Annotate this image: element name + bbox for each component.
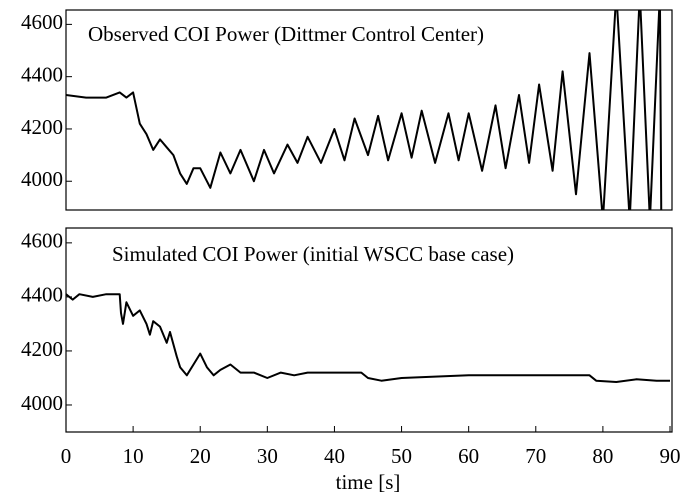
power-trace: [66, 10, 663, 210]
y-tick-label: 4400: [21, 62, 63, 86]
x-tick-label: 30: [257, 444, 278, 468]
x-tick-label: 70: [525, 444, 546, 468]
x-tick-label: 40: [324, 444, 345, 468]
x-tick-label: 90: [660, 444, 681, 468]
x-tick-label: 10: [123, 444, 144, 468]
chart-title: Observed COI Power (Dittmer Control Cent…: [88, 22, 484, 46]
x-tick-label: 0: [61, 444, 72, 468]
x-tick-label: 20: [190, 444, 211, 468]
y-tick-label: 4200: [21, 115, 63, 139]
y-tick-label: 4600: [21, 10, 63, 34]
plot-frame: [65, 227, 673, 433]
power-trace: [66, 293, 670, 383]
y-tick-label: 4600: [21, 229, 63, 253]
plot-frame: [65, 9, 673, 211]
x-tick-label: 60: [458, 444, 479, 468]
y-tick-label: 4200: [21, 337, 63, 361]
chart-title: Simulated COI Power (initial WSCC base c…: [112, 242, 514, 266]
x-axis-label: time [s]: [336, 470, 401, 494]
y-tick-label: 4400: [21, 283, 63, 307]
x-tick-label: 80: [592, 444, 613, 468]
y-tick-label: 4000: [21, 391, 63, 415]
y-tick-label: 4000: [21, 167, 63, 191]
x-tick-label: 50: [391, 444, 412, 468]
